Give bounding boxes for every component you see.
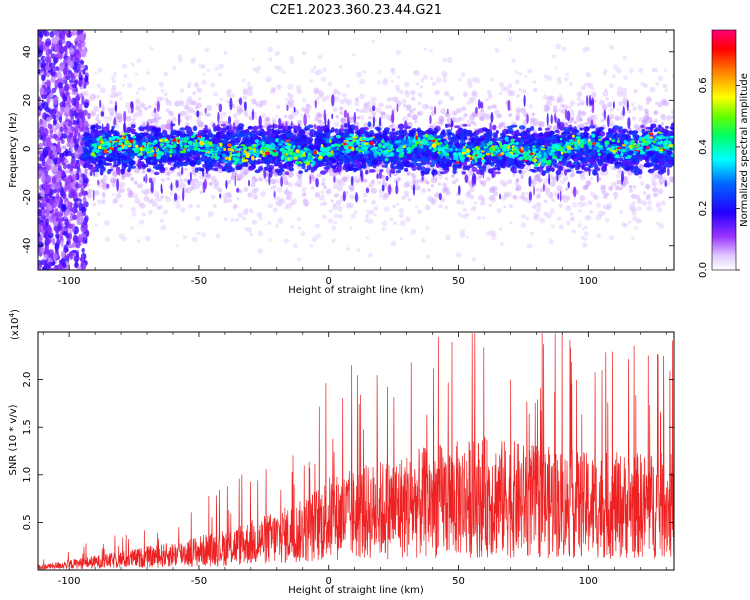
colorbar-tick-label: 0.2 bbox=[698, 201, 709, 217]
x-tick-label: -50 bbox=[191, 576, 207, 587]
y-tick-label: 0 bbox=[22, 146, 33, 152]
colorbar-tick-label: 0.4 bbox=[698, 139, 709, 155]
colorbar-gradient bbox=[712, 30, 736, 270]
x-tick-label: 100 bbox=[579, 276, 598, 287]
spectrogram-heatmap bbox=[38, 30, 674, 270]
snr-series-line bbox=[38, 333, 674, 570]
x-tick-label: 50 bbox=[452, 276, 465, 287]
y-tick-label: 0.5 bbox=[22, 514, 33, 530]
spectrogram-panel: -100 -50 0 50 100 -40 -20 0 20 40 Height of strai… bbox=[8, 29, 675, 296]
snr-frame bbox=[37, 331, 675, 571]
x-tick-label: 100 bbox=[579, 576, 598, 587]
x-tick-label: 0 bbox=[326, 276, 332, 287]
y-tick-label: 20 bbox=[22, 94, 33, 107]
x-tick-label: -100 bbox=[58, 576, 81, 587]
y-tick-label: 2.0 bbox=[22, 372, 33, 388]
spectrogram-frame bbox=[37, 29, 675, 271]
colorbar-tick-label: 0.0 bbox=[698, 262, 709, 278]
colorbar-label: Normalized spectral amplitude bbox=[739, 73, 750, 227]
x-tick-label: -100 bbox=[58, 276, 81, 287]
spectrogram-xlabel: Height of straight line (km) bbox=[288, 285, 424, 296]
snr-ylabel: SNR (10 * v/v) bbox=[8, 404, 19, 475]
x-tick-label: 0 bbox=[326, 576, 332, 587]
y-tick-label: 40 bbox=[22, 45, 33, 58]
spectrogram-ylabel: Frequency (Hz) bbox=[8, 112, 19, 188]
snr-panel: -100 -50 0 50 100 0.5 1.0 1.5 2.0 Height of stra… bbox=[8, 309, 675, 596]
colorbar: 0.0 0.2 0.4 0.6 Normalized spectral amplitu… bbox=[698, 29, 750, 278]
snr-exponent-power: 4 bbox=[8, 312, 16, 317]
y-tick-label: -20 bbox=[22, 189, 33, 205]
snr-xlabel: Height of straight line (km) bbox=[288, 585, 424, 596]
y-tick-label: -40 bbox=[22, 238, 33, 254]
spectrogram-ticks: -100 -50 0 50 100 -40 -20 0 20 40 bbox=[22, 30, 674, 287]
colorbar-tick-label: 0.6 bbox=[698, 77, 709, 93]
y-tick-label: 1.0 bbox=[22, 467, 33, 483]
x-tick-label: 50 bbox=[452, 576, 465, 587]
snr-exponent: (x104) bbox=[8, 309, 21, 340]
x-tick-label: -50 bbox=[191, 276, 207, 287]
chart-title: C2E1.2023.360.23.44.G21 bbox=[270, 3, 442, 18]
colorbar-ticks: 0.0 0.2 0.4 0.6 bbox=[698, 77, 740, 278]
y-tick-label: 1.5 bbox=[22, 419, 33, 435]
snr-exponent-prefix: (x10 bbox=[10, 317, 21, 340]
snr-exponent-close: ) bbox=[10, 309, 21, 313]
